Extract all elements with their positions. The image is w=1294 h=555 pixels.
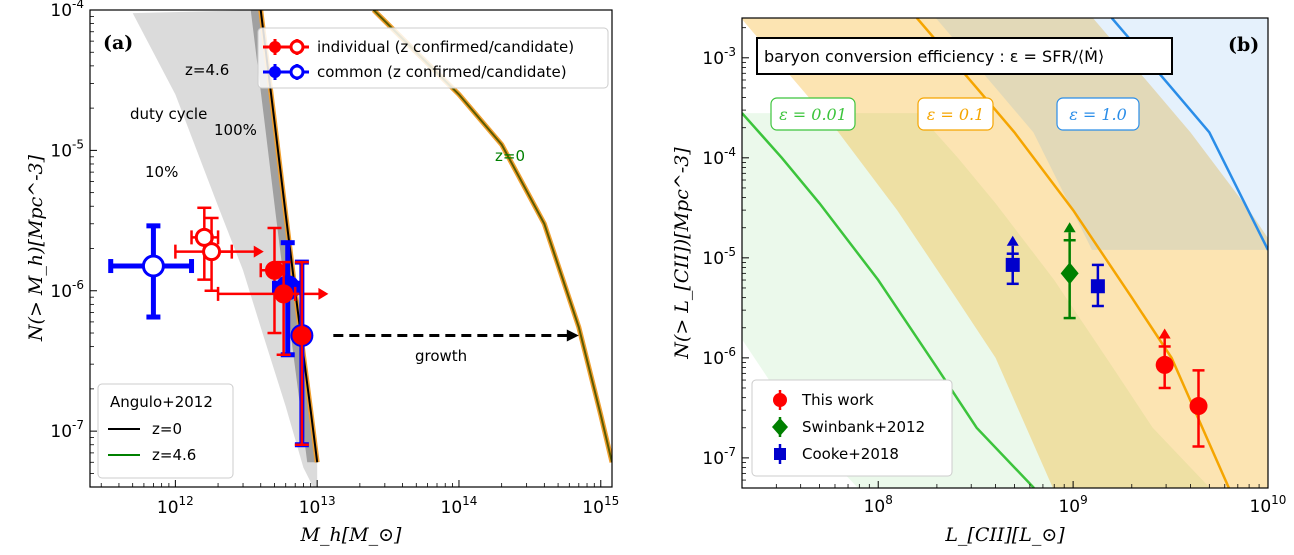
annotation-100-percent: 100% [214,121,257,139]
legend-label: Swinbank+2012 [802,418,925,436]
data-point [1060,262,1079,285]
legend-bottom-title: Angulo+2012 [110,393,213,411]
x-tick-label: 109 [1058,493,1087,517]
growth-arrow-head [566,329,579,342]
point-arrow-head [1158,328,1171,339]
point-arrow-head [318,287,329,300]
y-tick-label: 10-7 [50,418,84,442]
x-axis-label: M_h[M_⊙] [300,524,402,546]
y-tick-label: 10-4 [702,145,736,169]
legend-label: Cooke+2018 [802,445,899,463]
x-axis-label: L_[CII][L_⊙] [944,524,1065,546]
x-tick-label: 1014 [441,494,478,518]
series-line [915,18,1231,488]
point-arrow-head [253,245,264,258]
legend-label: common (z confirmed/candidate) [317,63,567,81]
legend-bottom-label: z=4.6 [152,446,196,464]
series-band [935,18,1268,250]
series-label: ε = 0.1 [927,105,985,124]
panel-b-axes: 108 109 1010 10-3 10-4 10-5 10-6 10-7 [702,27,1287,517]
annotation-duty-cycle: duty cycle [130,105,207,123]
point-arrow-head [1006,235,1019,246]
series-label-box [917,97,994,131]
legend-bottom-label: z=0 [152,420,182,438]
y-axis-label: N(> M_h)[Mpc^-3] [25,154,47,342]
legend-marker [773,393,787,407]
annotation-10-percent: 10% [145,163,178,181]
series-label: ε = 1.0 [1069,105,1127,124]
data-point [292,326,312,346]
x-tick-label: 108 [864,493,893,517]
panel-a-plot-area [108,10,612,487]
legend-top: individual (z confirmed/candidate) common… [257,27,609,89]
data-point [1155,355,1174,374]
annotation-z0: z=0 [495,147,525,165]
point-arrow-head [1063,222,1076,233]
y-tick-label: 10-6 [702,345,736,369]
panel-label: (a) [103,32,133,54]
panel-a-overlay: M_h[M_⊙] N(> M_h)[Mpc^-3] (a) z=4.6 duty cyc… [25,27,609,546]
title-box-text: baryon conversion efficiency : ε = SFR/⟨… [764,47,1104,66]
x-tick-label: 1015 [582,494,619,518]
y-tick-label: 10-5 [50,137,84,161]
annotation-growth: growth [415,347,467,365]
legend: This work Swinbank+2012 Cooke+2018 [751,379,953,477]
series-label-box [770,97,856,131]
x-tick-label: 1013 [299,494,336,518]
legend-bottom: Angulo+2012 z=0 z=4.6 [97,383,234,479]
legend-marker-filled [269,66,281,78]
series-line [742,112,1035,488]
panel-a-axes: 1012 1013 1014 1015 10-4 10-5 10-6 10-7 [50,0,619,518]
y-tick-label: 10-5 [702,245,736,269]
x-tick-label: 1010 [1250,493,1287,517]
legend-marker [774,448,786,460]
y-tick-label: 10-7 [702,445,736,469]
data-point [264,260,284,280]
x-tick-label: 1012 [157,494,194,518]
series-label-box [1056,97,1140,131]
data-point [1005,257,1020,272]
series-band [742,18,1268,488]
legend-marker [772,418,788,436]
legend-label: individual (z confirmed/candidate) [317,38,574,56]
panel-label: (b) [1228,34,1259,56]
data-point [1090,279,1105,294]
data-point [1189,397,1208,416]
y-tick-label: 10-6 [50,278,84,302]
legend-marker-filled [269,41,281,53]
legend-label: This work [801,391,874,409]
annotation-z46: z=4.6 [185,61,229,79]
panel-b-overlay: L_[CII][L_⊙] N(> L_[CII])[Mpc^-3] baryon c… [671,34,1259,546]
y-tick-label: 10-3 [702,45,736,69]
legend-top-box [257,27,609,89]
data-point [141,254,165,278]
data-point [274,284,294,304]
data-point [202,242,222,262]
panel-b-frame [741,17,1269,489]
legend-marker-open [289,39,305,55]
legend-box [751,379,953,477]
legend-marker-open [289,64,305,80]
title-box [756,37,1173,75]
y-axis-label: N(> L_[CII])[Mpc^-3] [671,147,693,360]
y-tick-label: 10-4 [50,0,84,21]
series-label: ε = 0.01 [779,105,847,124]
